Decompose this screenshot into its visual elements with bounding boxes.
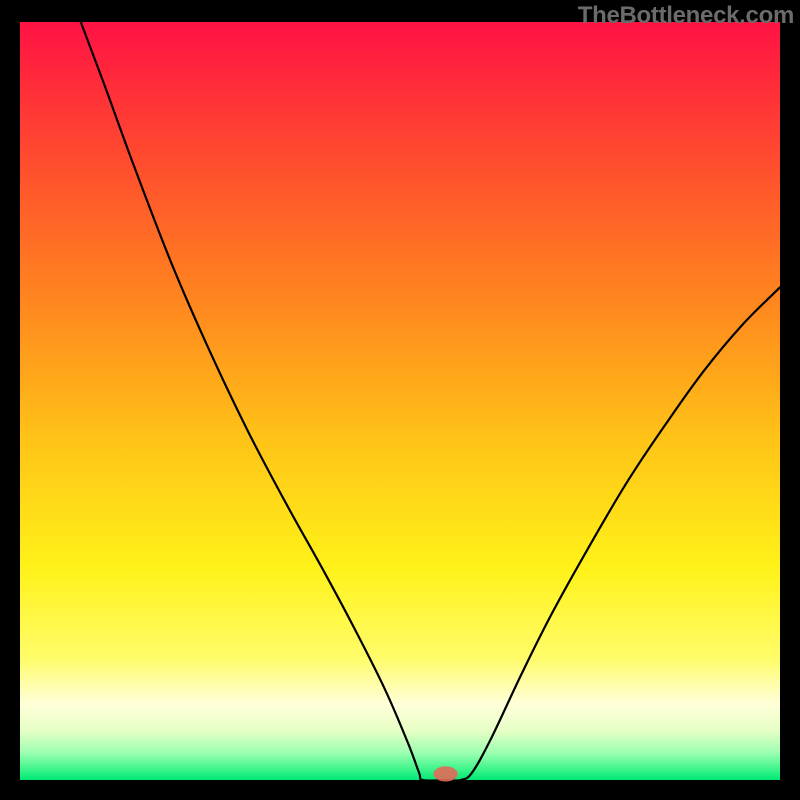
plot-gradient-area: [20, 22, 780, 780]
optimal-marker: [433, 766, 457, 781]
bottleneck-plot: [0, 0, 800, 800]
watermark-text: TheBottleneck.com: [578, 2, 794, 30]
stage: TheBottleneck.com: [0, 0, 800, 800]
